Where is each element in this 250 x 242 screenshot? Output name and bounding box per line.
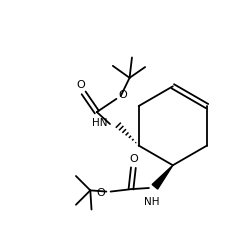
Polygon shape [152, 165, 173, 189]
Text: O: O [96, 188, 105, 198]
Text: O: O [77, 80, 86, 90]
Text: NH: NH [144, 197, 159, 207]
Text: HN: HN [92, 118, 108, 128]
Text: O: O [129, 154, 138, 164]
Text: O: O [118, 90, 127, 100]
